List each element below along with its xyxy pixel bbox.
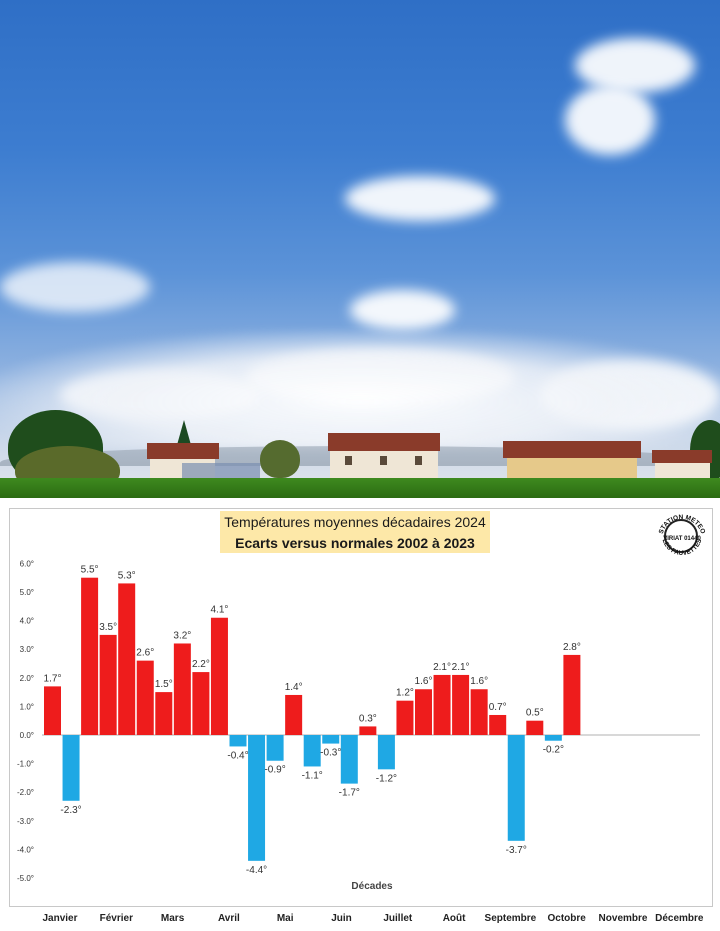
month-label: Juillet xyxy=(383,913,413,924)
chart-title-box: Températures moyennes décadaires 2024 Ec… xyxy=(220,511,490,553)
cloud-band xyxy=(0,330,720,450)
cloud xyxy=(350,290,455,330)
tree xyxy=(260,440,300,478)
stamp-top-text: STATION METEO xyxy=(658,514,706,535)
station-stamp-logo: STATION METEO VIRIAT 01440 LES FAUVETTES xyxy=(654,509,710,565)
window xyxy=(345,456,352,465)
month-label: Novembre xyxy=(598,913,648,924)
house xyxy=(507,457,637,479)
landscape-photo xyxy=(0,0,720,498)
month-label: Juin xyxy=(331,913,352,924)
month-label: Février xyxy=(99,913,133,924)
roof xyxy=(147,443,219,459)
chart-panel xyxy=(9,508,713,907)
stamp-middle-text: VIRIAT 01440 xyxy=(663,536,701,542)
roof xyxy=(652,450,712,463)
chart-title: Températures moyennes décadaires 2024 xyxy=(224,514,486,530)
month-label: Janvier xyxy=(42,913,78,924)
lawn xyxy=(0,478,720,498)
roof xyxy=(503,441,641,458)
window xyxy=(415,456,422,465)
cloud xyxy=(345,176,495,221)
chart-subtitle: Ecarts versus normales 2002 à 2023 xyxy=(235,535,475,551)
house xyxy=(655,462,710,478)
roof xyxy=(328,433,440,451)
month-label: Avril xyxy=(217,913,240,924)
x-axis-label: Décades xyxy=(351,881,393,892)
stamp-ring xyxy=(664,519,698,553)
month-label: Mai xyxy=(276,913,294,924)
month-label: Septembre xyxy=(484,913,537,924)
month-label: Octobre xyxy=(547,913,586,924)
month-label: Août xyxy=(442,913,466,924)
month-label: Décembre xyxy=(655,913,704,924)
cloud xyxy=(565,85,655,155)
cloud xyxy=(575,38,695,93)
window xyxy=(380,456,387,465)
month-label: Mars xyxy=(160,913,185,924)
svg-text:STATION METEO: STATION METEO xyxy=(658,514,706,535)
cloud xyxy=(0,262,150,312)
